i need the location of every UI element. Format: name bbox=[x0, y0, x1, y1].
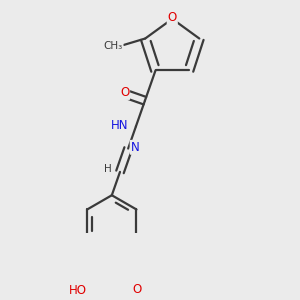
Text: H: H bbox=[103, 164, 111, 174]
Text: HO: HO bbox=[69, 284, 87, 297]
Text: O: O bbox=[132, 283, 142, 296]
Text: N: N bbox=[130, 141, 140, 154]
Text: O: O bbox=[120, 86, 129, 99]
Text: HN: HN bbox=[111, 118, 128, 132]
Text: O: O bbox=[168, 11, 177, 24]
Text: CH₃: CH₃ bbox=[103, 41, 123, 51]
